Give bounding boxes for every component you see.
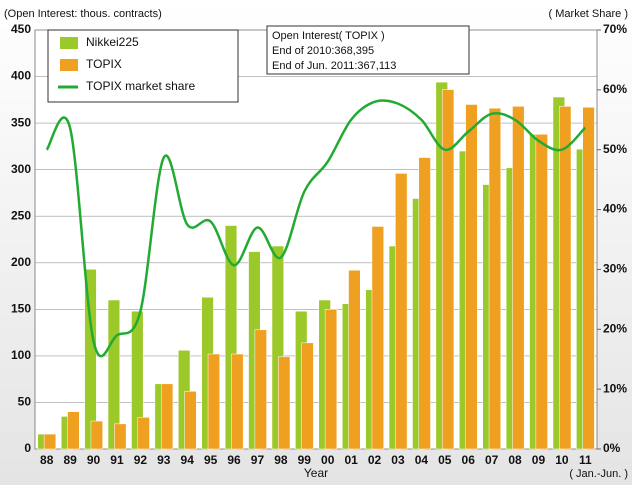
legend-label: Nikkei225 <box>86 35 139 49</box>
x-tick-label: 96 <box>227 453 241 467</box>
y2-axis-label: ( Market Share ) <box>549 8 628 20</box>
bar <box>90 420 103 450</box>
y-tick-label: 400 <box>11 69 31 83</box>
annotation: Open Interest( TOPIX ) <box>272 30 385 42</box>
bar <box>324 309 338 450</box>
bar <box>418 157 431 450</box>
marks <box>35 29 597 450</box>
x-tick-label: 95 <box>204 453 218 467</box>
bar <box>348 269 361 450</box>
x-note: ( Jan.-Jun. ) <box>569 468 628 480</box>
x-tick-label: 05 <box>438 453 452 467</box>
bar <box>512 106 525 450</box>
bar <box>137 417 150 450</box>
legend-label: TOPIX market share <box>86 79 195 93</box>
x-tick-label: 10 <box>555 453 569 467</box>
y2-tick-label: 40% <box>603 202 627 216</box>
bar <box>441 89 455 450</box>
bar <box>559 106 572 450</box>
legend-swatch <box>60 59 78 71</box>
bar <box>114 423 127 450</box>
bar <box>271 245 284 450</box>
x-tick-label: 06 <box>462 453 476 467</box>
bar <box>535 134 548 450</box>
bar <box>488 107 502 450</box>
x-tick-label: 93 <box>157 453 171 467</box>
legend-label: TOPIX <box>86 57 122 71</box>
x-tick-label: 02 <box>368 453 382 467</box>
bar <box>465 104 478 450</box>
bar <box>395 173 408 450</box>
bar <box>107 299 121 450</box>
annotation: End of 2010:368,395 <box>272 45 374 57</box>
bar <box>67 411 80 450</box>
x-tick-label: 88 <box>40 453 54 467</box>
x-tick-label: 01 <box>344 453 358 467</box>
x-tick-label: 94 <box>181 453 195 467</box>
x-tick-label: 89 <box>63 453 77 467</box>
legend-swatch <box>60 37 78 49</box>
y2-tick-label: 20% <box>603 321 627 335</box>
annotation-box <box>266 25 470 75</box>
y2-tick-label: 30% <box>603 262 627 276</box>
x-tick-label: 92 <box>134 453 148 467</box>
x-tick-label: 07 <box>485 453 499 467</box>
bar <box>224 225 238 450</box>
y-tick-label: 0 <box>24 441 31 455</box>
line <box>45 99 587 358</box>
x-tick-label: 98 <box>274 453 288 467</box>
x-tick-label: 91 <box>110 453 124 467</box>
y2-tick-label: 10% <box>603 381 627 395</box>
x-tick-label: 04 <box>415 453 429 467</box>
y-tick-label: 100 <box>11 348 31 362</box>
x-tick-label: 97 <box>251 453 265 467</box>
x-axis-label: Year <box>304 466 328 480</box>
bar <box>43 433 57 450</box>
bar <box>84 269 97 450</box>
y2-tick-label: 0% <box>603 441 621 455</box>
x-tick-label: 00 <box>321 453 335 467</box>
x-tick-label: 09 <box>532 453 546 467</box>
x-tick-label: 03 <box>391 453 405 467</box>
y-tick-label: 300 <box>11 162 31 176</box>
bar <box>231 353 244 450</box>
bar <box>131 310 144 450</box>
y-axis-label: (Open Interest: thous. contracts) <box>4 8 162 20</box>
bar <box>301 342 314 450</box>
y-tick-label: 50 <box>18 395 32 409</box>
x-tick-label: 90 <box>87 453 101 467</box>
bar <box>278 356 291 450</box>
bar <box>160 383 174 450</box>
y2-tick-label: 50% <box>603 142 627 156</box>
bar <box>371 226 384 450</box>
y2-tick-label: 60% <box>603 82 627 96</box>
y2-tick-label: 70% <box>603 22 627 36</box>
y-tick-label: 350 <box>11 115 31 129</box>
x-tick-label: 08 <box>508 453 522 467</box>
x-tick-label: 99 <box>298 453 312 467</box>
y-tick-label: 150 <box>11 302 31 316</box>
x-tick-label: 11 <box>579 453 592 467</box>
y-tick-label: 250 <box>11 208 31 222</box>
bar <box>582 107 595 450</box>
legend <box>47 29 239 103</box>
y-tick-label: 200 <box>11 255 31 269</box>
y-tick-label: 450 <box>11 22 31 36</box>
annotation: End of Jun. 2011:367,113 <box>272 60 396 72</box>
bar <box>184 391 197 450</box>
bar <box>207 353 221 450</box>
bar <box>254 329 267 450</box>
